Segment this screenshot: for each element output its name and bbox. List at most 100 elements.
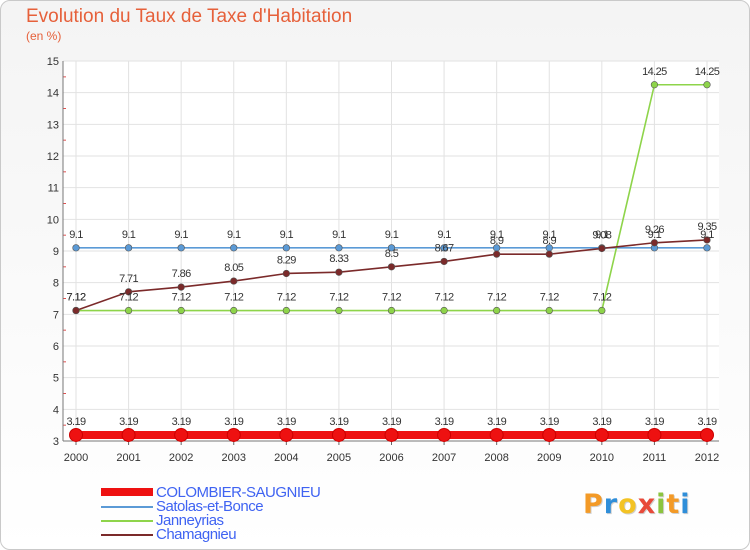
- data-point: [545, 250, 553, 258]
- legend-label: Satolas-et-Bonce: [156, 498, 264, 515]
- data-point: [335, 268, 343, 276]
- data-point: [282, 244, 290, 252]
- data-point: [650, 81, 659, 89]
- data-label: 9.1: [700, 229, 714, 241]
- data-label: 9.1: [648, 229, 662, 241]
- logo-letter: i: [656, 489, 667, 520]
- data-label: 9.1: [543, 229, 557, 241]
- logo-letter: i: [680, 489, 691, 520]
- logo-letter: r: [603, 489, 619, 520]
- data-label: 14.25: [642, 66, 667, 78]
- data-label: 3.19: [487, 416, 506, 428]
- y-tick-label: 9: [53, 246, 59, 258]
- x-tick-label: 2012: [695, 452, 719, 464]
- data-point: [177, 244, 185, 252]
- data-label: 9.1: [490, 229, 504, 241]
- legend-label: Janneyrias: [156, 512, 224, 529]
- data-point: [489, 427, 504, 442]
- data-label: 3.19: [697, 416, 716, 428]
- data-label: 8.9: [543, 235, 557, 247]
- data-point: [598, 244, 606, 253]
- data-label: 7.12: [382, 292, 401, 304]
- data-label: 8.05: [224, 262, 243, 274]
- data-label: 9.1: [69, 229, 83, 241]
- series-points: [69, 81, 714, 442]
- legend-label: Chamagnieu: [156, 526, 237, 543]
- data-label: 7.71: [119, 273, 138, 285]
- data-point: [650, 239, 659, 247]
- data-point: [440, 244, 448, 252]
- data-label: 7.12: [172, 292, 191, 304]
- x-tick-label: 2010: [590, 452, 614, 464]
- data-label: 7.12: [66, 292, 85, 304]
- data-point: [703, 244, 711, 252]
- x-tick-label: 2005: [327, 452, 351, 464]
- x-tick-label: 2000: [64, 452, 88, 464]
- data-point: [335, 306, 343, 315]
- y-tick-label: 6: [53, 341, 59, 353]
- data-label: 3.19: [224, 416, 243, 428]
- data-point: [230, 306, 238, 315]
- data-point: [387, 244, 396, 252]
- data-point: [279, 427, 294, 442]
- data-label: 9.35: [697, 221, 716, 233]
- axes: 3 4 5 6 7 8 9 10 11 12 13 14 15 2000 2001 2002 2003 2004 2…: [47, 56, 719, 464]
- data-point: [230, 277, 238, 285]
- data-label: 3.19: [66, 416, 85, 428]
- y-tick-label: 5: [53, 373, 59, 385]
- data-label: 8.33: [329, 253, 348, 265]
- data-label: 9.1: [280, 229, 294, 241]
- data-label: 8.9: [490, 235, 504, 247]
- data-point: [226, 427, 241, 442]
- chart-title: Evolution du Taux de Taxe d'Habitation: [26, 6, 353, 27]
- data-label: 7.12: [435, 292, 454, 304]
- x-tick-label: 2008: [484, 452, 508, 464]
- data-label: 3.19: [382, 416, 401, 428]
- data-point: [703, 81, 711, 89]
- legend-swatch: [101, 506, 153, 508]
- y-tick-label: 14: [47, 88, 59, 100]
- y-tick-label: 11: [48, 183, 59, 195]
- logo-letter: o: [618, 489, 638, 520]
- data-point: [493, 250, 501, 258]
- data-point: [542, 427, 557, 442]
- x-tick-label: 2006: [379, 452, 403, 464]
- data-label: 3.19: [645, 416, 664, 428]
- data-label: 3.19: [329, 416, 348, 428]
- data-label: 9.1: [595, 229, 609, 241]
- data-label: 3.19: [540, 416, 559, 428]
- data-label: 7.12: [277, 292, 296, 304]
- data-label: 9.08: [592, 229, 611, 241]
- data-label: 3.19: [277, 416, 296, 428]
- data-label: 7.12: [329, 292, 348, 304]
- y-tick-label: 8: [53, 278, 59, 290]
- data-point: [598, 306, 606, 315]
- y-tick-label: 3: [53, 436, 59, 448]
- x-tick-label: 2009: [537, 452, 561, 464]
- x-tick-label: 2002: [169, 452, 193, 464]
- data-point: [437, 427, 452, 442]
- x-tick-label: 2011: [643, 452, 667, 464]
- data-point: [493, 306, 501, 315]
- data-label: 9.1: [122, 229, 136, 241]
- data-label: 9.1: [332, 229, 346, 241]
- data-label: 9.1: [174, 229, 188, 241]
- logo-letter: t: [666, 489, 681, 520]
- data-label: 7.12: [487, 292, 506, 304]
- data-label: 3.19: [592, 416, 611, 428]
- logo-letter: P: [583, 489, 604, 520]
- data-point: [700, 427, 714, 442]
- data-point: [124, 306, 133, 315]
- data-label: 14.25: [695, 66, 720, 78]
- data-point: [121, 427, 136, 442]
- data-point: [282, 269, 290, 278]
- data-label: 7.12: [119, 292, 138, 304]
- y-tick-label: 12: [47, 151, 59, 163]
- data-label: 7.12: [592, 292, 611, 304]
- data-point: [335, 244, 343, 252]
- data-label: 7.12: [224, 292, 243, 304]
- data-point: [384, 427, 399, 442]
- data-point: [174, 427, 189, 442]
- chart-subtitle: (en %): [26, 29, 62, 43]
